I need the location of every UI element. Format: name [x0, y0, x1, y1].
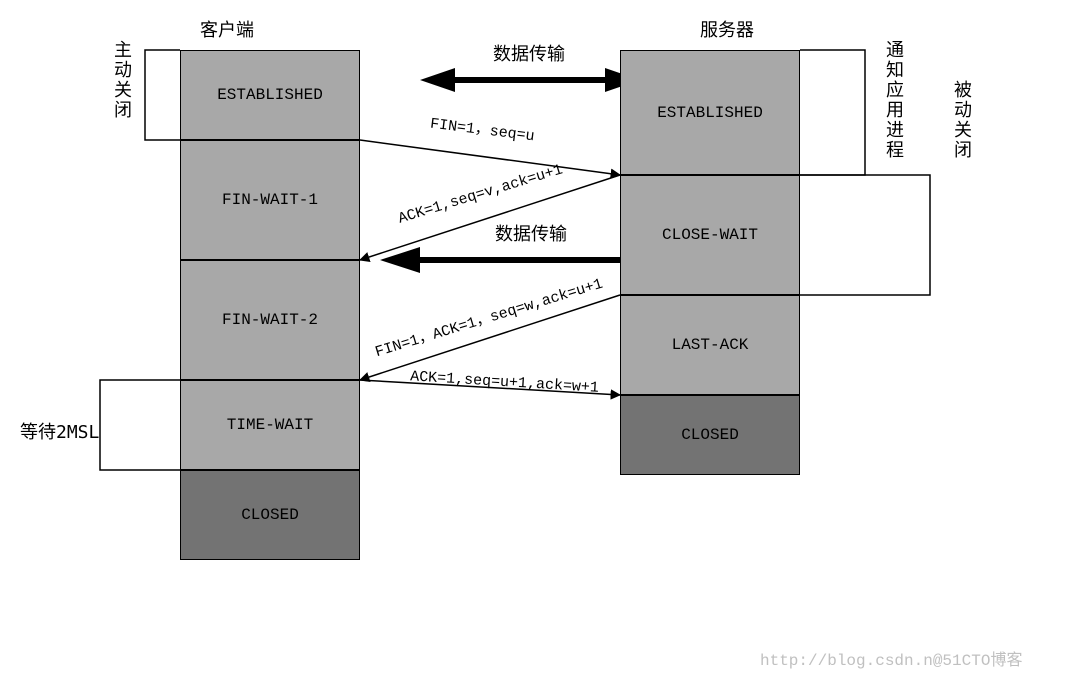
passive-close-bracket: [800, 175, 930, 295]
client-state-closed: CLOSED: [180, 470, 360, 560]
msg1-arrow: [360, 140, 620, 175]
wait-2msl-bracket: [100, 380, 180, 470]
server-state-label: ESTABLISHED: [657, 104, 763, 122]
watermark: http://blog.csdn.n@51CTO博客: [760, 646, 1022, 670]
server-header: 服务器: [700, 16, 754, 42]
wait-2msl-label: 等待2MSL: [20, 418, 99, 444]
client-state-label: TIME-WAIT: [227, 416, 313, 434]
client-state-label: FIN-WAIT-2: [222, 311, 318, 329]
active-close-label: 主动关闭: [108, 40, 134, 120]
server-state-label: CLOSED: [681, 426, 739, 444]
client-state-finwait2: FIN-WAIT-2: [180, 260, 360, 380]
client-state-finwait1: FIN-WAIT-1: [180, 140, 360, 260]
server-state-established: ESTABLISHED: [620, 50, 800, 175]
notify-app-bracket: [800, 50, 865, 175]
client-state-label: FIN-WAIT-1: [222, 191, 318, 209]
client-state-established: ESTABLISHED: [180, 50, 360, 140]
server-state-closed: CLOSED: [620, 395, 800, 475]
server-state-lastack: LAST-ACK: [620, 295, 800, 395]
client-state-label: CLOSED: [241, 506, 299, 524]
server-state-label: CLOSE-WAIT: [662, 226, 758, 244]
server-state-label: LAST-ACK: [672, 336, 749, 354]
client-state-label: ESTABLISHED: [217, 86, 323, 104]
client-header: 客户端: [200, 16, 254, 42]
passive-close-label: 被动关闭: [948, 80, 974, 160]
data-transfer-mid-arrow: [380, 247, 620, 273]
server-state-closewait: CLOSE-WAIT: [620, 175, 800, 295]
active-close-bracket: [145, 50, 180, 140]
client-state-timewait: TIME-WAIT: [180, 380, 360, 470]
data-transfer-top-label: 数据传输: [493, 40, 565, 66]
data-transfer-top-arrow: [420, 68, 640, 92]
data-transfer-mid-label: 数据传输: [495, 220, 567, 246]
notify-app-label: 通知应用进程: [880, 40, 906, 160]
diagram-arrows: [0, 0, 1066, 684]
